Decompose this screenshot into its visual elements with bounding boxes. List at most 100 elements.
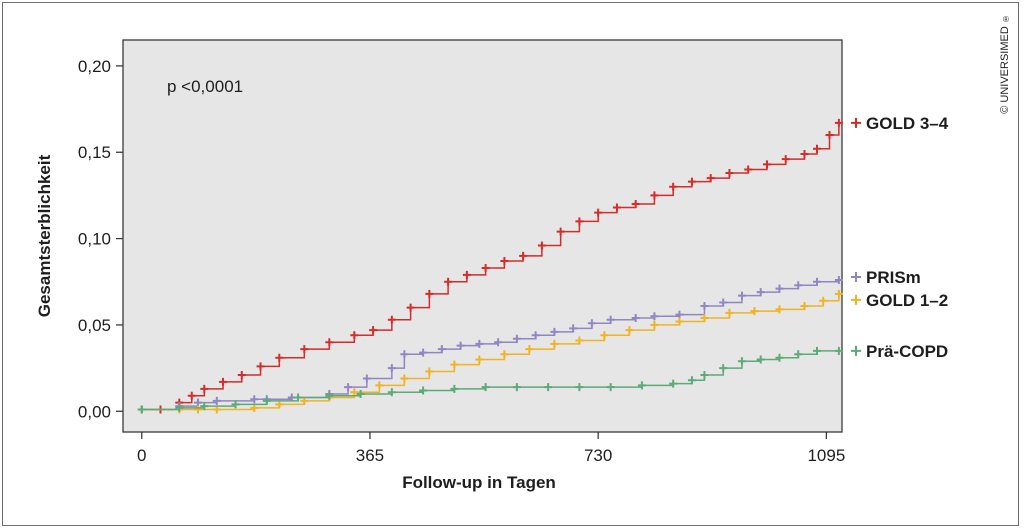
censor-mark bbox=[231, 400, 240, 409]
legend-marker bbox=[851, 117, 861, 128]
copyright-notice: © UNIVERSIMED bbox=[999, 26, 1011, 114]
legend-marker bbox=[851, 272, 861, 283]
series-pra-copd bbox=[137, 346, 843, 414]
censor-mark bbox=[500, 350, 509, 359]
plot-area bbox=[122, 39, 843, 433]
censor-mark bbox=[750, 307, 759, 316]
censor-mark bbox=[387, 388, 396, 397]
censor-mark bbox=[834, 276, 843, 285]
censor-mark bbox=[419, 386, 428, 395]
p-value-annotation: p <0,0001 bbox=[167, 77, 243, 96]
censor-mark bbox=[737, 357, 746, 366]
censor-mark bbox=[356, 390, 365, 399]
censor-mark bbox=[669, 379, 678, 388]
censor-mark bbox=[719, 364, 728, 373]
y-tick-label: 0,15 bbox=[78, 143, 111, 162]
censor-mark bbox=[725, 168, 734, 177]
censor-mark bbox=[834, 118, 843, 127]
censor-mark bbox=[250, 403, 259, 412]
censor-mark bbox=[606, 383, 615, 392]
censor-mark bbox=[437, 345, 446, 354]
censor-mark bbox=[369, 326, 378, 335]
censor-mark bbox=[725, 308, 734, 317]
censor-mark bbox=[444, 277, 453, 286]
x-tick-label: 1095 bbox=[807, 446, 845, 465]
censor-mark bbox=[550, 327, 559, 336]
censor-mark bbox=[375, 381, 384, 390]
censor-mark bbox=[700, 371, 709, 380]
series-prism bbox=[137, 276, 843, 414]
censor-mark bbox=[756, 288, 765, 297]
censor-mark bbox=[812, 346, 821, 355]
censor-mark bbox=[575, 383, 584, 392]
legend-label-prism: PRISm bbox=[866, 268, 921, 287]
censor-mark bbox=[756, 355, 765, 364]
registered-mark: ® bbox=[1003, 15, 1009, 24]
censor-mark bbox=[775, 305, 784, 314]
censor-mark bbox=[825, 130, 834, 139]
censor-mark bbox=[550, 339, 559, 348]
censor-mark bbox=[631, 200, 640, 209]
censor-mark bbox=[475, 339, 484, 348]
censor-mark bbox=[819, 296, 828, 305]
censor-mark bbox=[531, 331, 540, 340]
censor-mark bbox=[544, 383, 553, 392]
censor-mark bbox=[462, 270, 471, 279]
censor-mark bbox=[650, 312, 659, 321]
y-axis: 0,00 0,05 0,10 0,15 0,20 bbox=[78, 57, 123, 421]
censor-mark bbox=[737, 291, 746, 300]
legend-label-gold-3-4: GOLD 3–4 bbox=[866, 114, 949, 133]
censor-mark bbox=[400, 374, 409, 383]
censor-mark bbox=[494, 338, 503, 347]
censor-mark bbox=[456, 341, 465, 350]
censor-mark bbox=[556, 227, 565, 236]
x-tick-label: 0 bbox=[137, 446, 146, 465]
legend-label-gold-1-2: GOLD 1–2 bbox=[866, 291, 948, 310]
censor-mark bbox=[387, 364, 396, 373]
legend-label-pra-copd: Prä-COPD bbox=[866, 342, 948, 361]
censor-mark bbox=[519, 251, 528, 260]
censor-mark bbox=[600, 331, 609, 340]
censor-mark bbox=[594, 208, 603, 217]
censor-mark bbox=[425, 289, 434, 298]
censor-mark bbox=[256, 362, 265, 371]
censor-mark bbox=[669, 182, 678, 191]
censor-mark bbox=[575, 217, 584, 226]
censor-mark bbox=[834, 346, 843, 355]
censor-mark bbox=[275, 400, 284, 409]
censor-mark bbox=[325, 391, 334, 400]
censor-mark bbox=[625, 326, 634, 335]
censor-mark bbox=[687, 376, 696, 385]
censor-mark bbox=[512, 383, 521, 392]
censor-mark bbox=[425, 367, 434, 376]
censor-mark bbox=[419, 348, 428, 357]
censor-mark bbox=[775, 353, 784, 362]
x-axis-title: Follow-up in Tagen bbox=[402, 473, 556, 492]
censor-mark bbox=[612, 203, 621, 212]
censor-mark bbox=[481, 383, 490, 392]
censor-mark bbox=[194, 398, 203, 407]
censor-mark bbox=[812, 277, 821, 286]
censor-mark bbox=[631, 314, 640, 323]
censor-mark bbox=[719, 298, 728, 307]
censor-mark bbox=[200, 402, 209, 411]
censor-mark bbox=[650, 191, 659, 200]
censor-mark bbox=[212, 396, 221, 405]
x-axis: 0 365 730 1095 bbox=[137, 432, 845, 465]
censor-mark bbox=[200, 384, 209, 393]
censor-mark bbox=[300, 345, 309, 354]
legend-marker bbox=[851, 294, 861, 305]
censor-mark bbox=[637, 381, 646, 390]
censor-mark bbox=[387, 315, 396, 324]
censor-mark bbox=[762, 160, 771, 169]
censor-mark bbox=[775, 284, 784, 293]
censor-mark bbox=[525, 345, 534, 354]
censor-mark bbox=[650, 320, 659, 329]
censor-mark bbox=[300, 396, 309, 405]
censor-mark bbox=[350, 331, 359, 340]
censor-mark bbox=[794, 350, 803, 359]
censor-mark bbox=[675, 317, 684, 326]
censor-mark bbox=[834, 289, 843, 298]
legend-marker bbox=[851, 345, 861, 356]
